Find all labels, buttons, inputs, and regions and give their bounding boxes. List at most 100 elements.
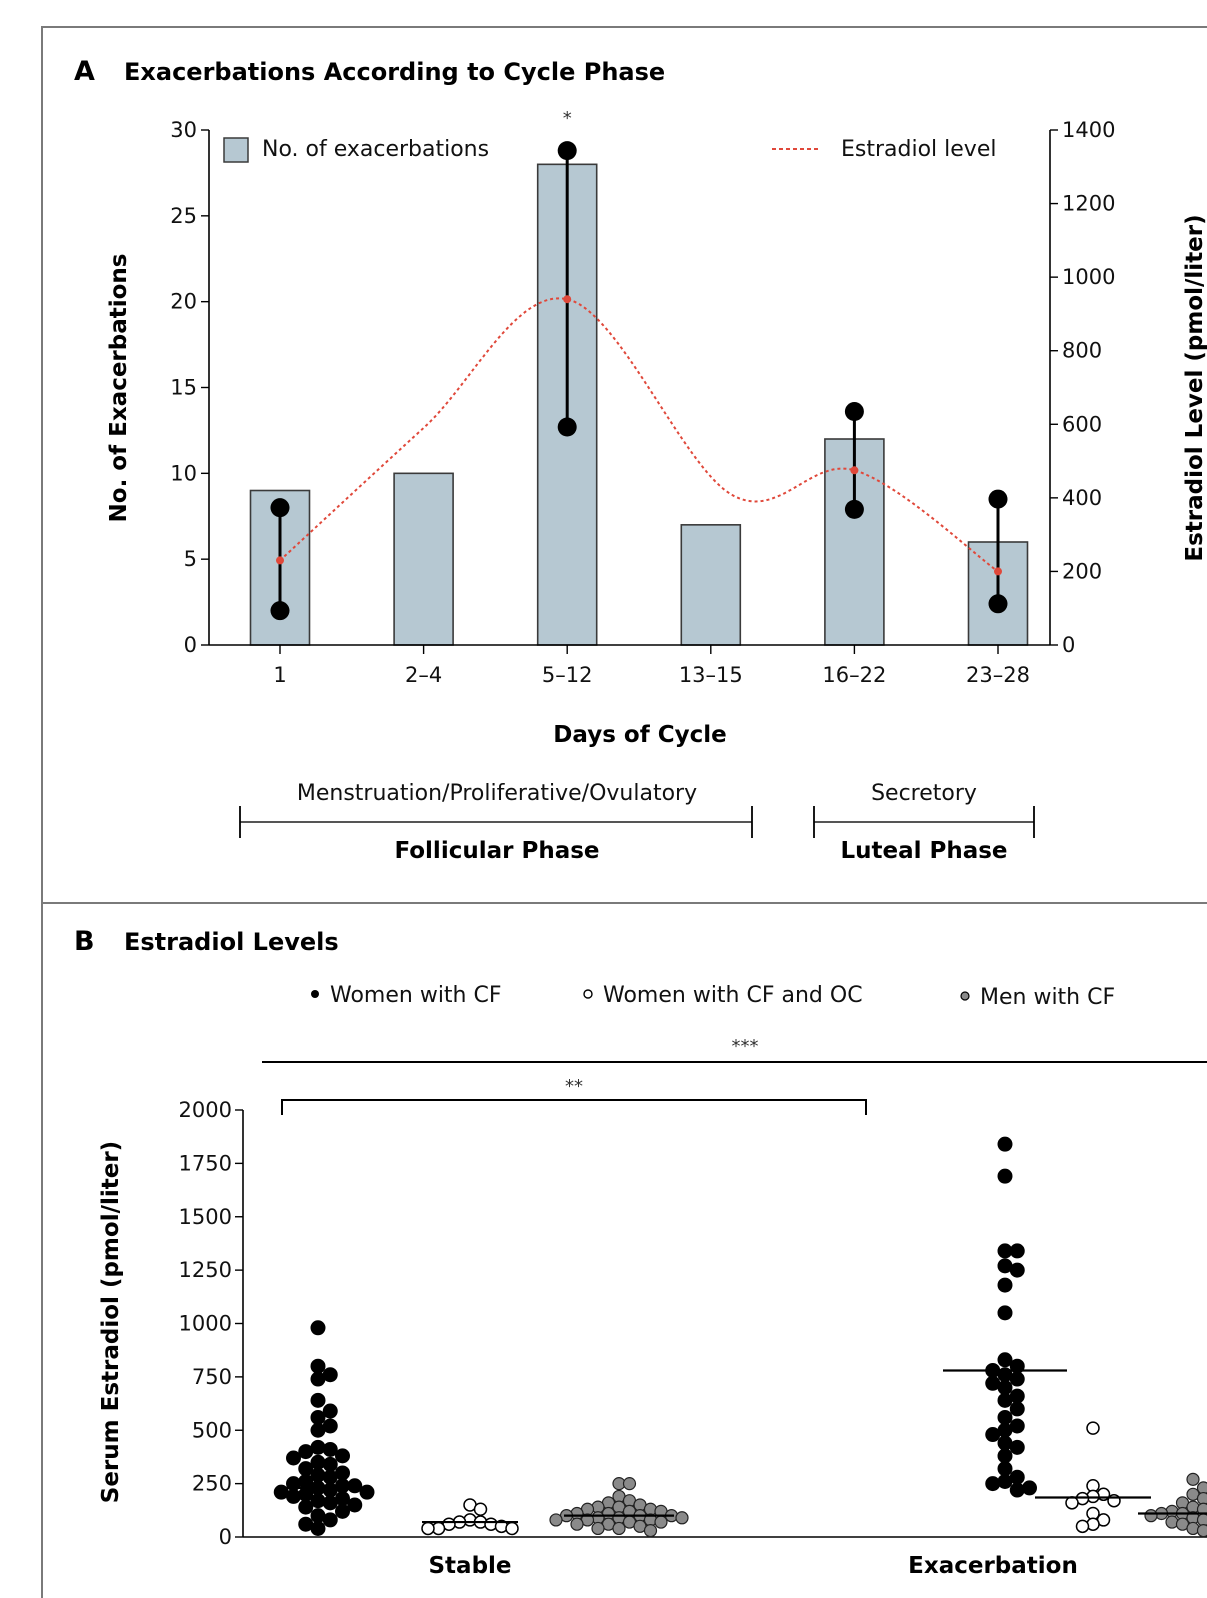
legend-men-marker xyxy=(960,991,970,1001)
data-point-0-0 xyxy=(335,1503,350,1519)
data-point-0-0 xyxy=(310,1409,326,1425)
data-point-2-1 xyxy=(1144,1509,1158,1523)
data-point-0-0 xyxy=(359,1484,375,1500)
bar-2–4 xyxy=(393,472,454,646)
b-category-stable: Stable xyxy=(428,1553,511,1579)
data-point-1-1 xyxy=(1075,1519,1090,1534)
data-point-2-1 xyxy=(1196,1523,1207,1538)
data-point-0-0 xyxy=(335,1448,350,1464)
b-y-tick-label: 750 xyxy=(192,1365,232,1389)
data-point-2-0 xyxy=(675,1511,689,1525)
data-point-0-1 xyxy=(997,1409,1013,1425)
b-y-tick-label: 1000 xyxy=(179,1312,232,1336)
data-point-1-0 xyxy=(505,1521,519,1536)
data-point-2-0 xyxy=(622,1477,637,1491)
error-bar-low xyxy=(557,417,577,437)
data-point-0-0 xyxy=(310,1520,326,1536)
y2-axis-label: Estradiol Level (pmol/liter) xyxy=(1182,214,1207,561)
data-point-0-0 xyxy=(298,1499,314,1515)
data-point-0-0 xyxy=(298,1461,314,1477)
data-point-0-0 xyxy=(347,1497,363,1513)
y2-tick-label: 200 xyxy=(1062,559,1102,583)
error-bar-high xyxy=(270,498,290,518)
x-tick-label: 2–4 xyxy=(405,663,442,687)
data-point-0-0 xyxy=(322,1441,338,1457)
data-point-0-0 xyxy=(322,1469,338,1485)
data-point-2-1 xyxy=(1165,1515,1179,1529)
y2-tick-label: 1000 xyxy=(1062,265,1115,289)
data-point-0-1 xyxy=(997,1461,1013,1477)
data-point-0-1 xyxy=(997,1277,1013,1293)
estradiol-point xyxy=(276,556,284,565)
legend-women-label: Women with CF xyxy=(330,983,502,1008)
data-point-0-1 xyxy=(985,1476,1001,1492)
legend-line-label: Estradiol level xyxy=(841,137,996,162)
phase-luteal-name: Luteal Phase xyxy=(840,838,1007,864)
y-ticks-left: 0 5 10 15 20 25 30 xyxy=(170,118,209,657)
data-point-0-0 xyxy=(298,1444,314,1460)
b-y-tick-label: 0 xyxy=(219,1525,232,1549)
data-point-2-0 xyxy=(654,1515,668,1529)
data-point-1-0 xyxy=(473,1502,488,1516)
x-tick-label: 13–15 xyxy=(679,663,743,687)
y-tick-label: 25 xyxy=(170,204,197,228)
x-tick-label: 23–28 xyxy=(966,663,1030,687)
y-tick-label: 0 xyxy=(184,633,197,657)
phase-luteal-bracket xyxy=(813,806,1035,838)
data-point-1-0 xyxy=(421,1521,435,1536)
data-point-0-0 xyxy=(322,1495,338,1511)
error-bar-high xyxy=(844,402,864,422)
y2-tick-label: 1400 xyxy=(1062,118,1115,142)
error-bars xyxy=(270,141,1008,621)
data-point-0-0 xyxy=(310,1358,326,1374)
data-point-0-1 xyxy=(1009,1243,1025,1259)
estradiol-point xyxy=(850,466,859,475)
data-point-0-1 xyxy=(997,1392,1013,1408)
comparison-women: ** xyxy=(281,1076,867,1115)
data-point-2-0 xyxy=(643,1523,658,1538)
panel-a-title: Exacerbations According to Cycle Phase xyxy=(124,58,665,86)
bar-13–15 xyxy=(680,524,742,646)
data-point-0-0 xyxy=(298,1486,314,1502)
data-point-0-0 xyxy=(322,1456,338,1472)
data-point-0-0 xyxy=(286,1488,301,1504)
data-point-2-0 xyxy=(591,1521,605,1536)
panel-b-plot: 0 250 500 750 1000 1250 1500 1750 2000 xyxy=(179,1098,1207,1549)
b-y-tick-label: 1500 xyxy=(179,1205,232,1229)
estradiol-line xyxy=(279,297,999,573)
error-bar-low xyxy=(844,499,864,519)
data-point-0-1 xyxy=(997,1305,1013,1321)
data-point-0-1 xyxy=(1009,1371,1025,1387)
y2-tick-label: 800 xyxy=(1062,339,1102,363)
median-lines xyxy=(278,1369,1207,1524)
data-point-0-1 xyxy=(1022,1480,1037,1496)
error-bar-high xyxy=(988,489,1008,509)
b-y-tick-label: 1750 xyxy=(179,1151,232,1175)
data-point-0-1 xyxy=(997,1136,1013,1152)
phase-follicular-bracket xyxy=(239,806,753,838)
b-y-tick-label: 2000 xyxy=(179,1098,232,1122)
y-tick-label: 5 xyxy=(184,547,197,571)
data-point-0-1 xyxy=(997,1352,1013,1368)
error-bar-low xyxy=(270,601,290,621)
data-point-2-1 xyxy=(1186,1472,1200,1486)
y-tick-label: 20 xyxy=(170,290,197,314)
data-point-0-1 xyxy=(1009,1401,1025,1417)
data-point-0-1 xyxy=(1009,1262,1025,1278)
legend-bar-swatch xyxy=(223,137,249,163)
x-ticks: 1 2–4 5–12 13–15 16–22 23–28 xyxy=(273,645,1030,687)
estradiol-point xyxy=(563,295,572,304)
data-point-0-0 xyxy=(286,1450,301,1466)
legend-women-oc-label: Women with CF and OC xyxy=(603,983,863,1008)
b-category-exacerbation: Exacerbation xyxy=(908,1553,1078,1579)
data-point-0-0 xyxy=(310,1454,326,1470)
phase-follicular-label: Menstruation/Proliferative/Ovulatory xyxy=(297,781,697,806)
x-tick-label: 1 xyxy=(273,663,286,687)
panel-b-letter: B xyxy=(74,926,95,957)
legend-men-label: Men with CF xyxy=(980,985,1115,1010)
data-point-0-0 xyxy=(310,1392,326,1408)
data-point-0-0 xyxy=(310,1422,326,1438)
panel-b-title: Estradiol Levels xyxy=(124,928,339,956)
x-tick-label: 5–12 xyxy=(542,663,593,687)
